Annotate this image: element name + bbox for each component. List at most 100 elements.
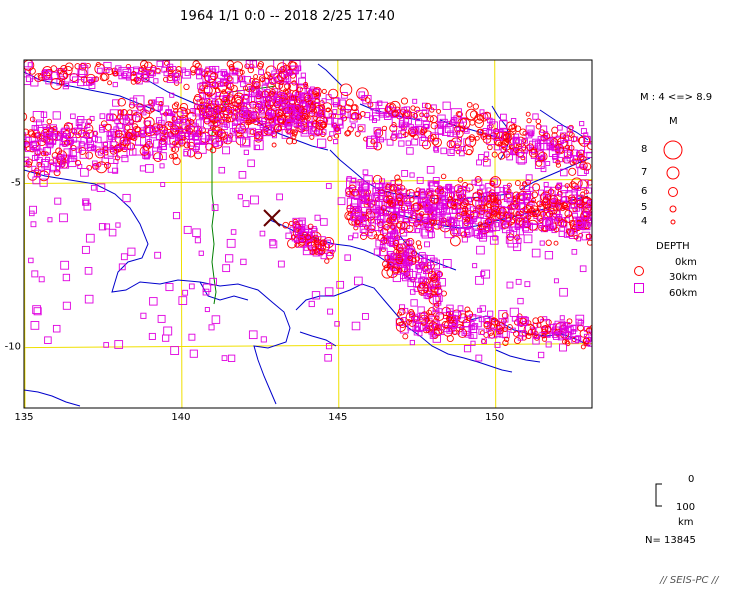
deep-event-mark — [120, 253, 128, 261]
deep-event-mark — [172, 212, 181, 220]
deep-event-mark — [545, 161, 551, 166]
deep-event-mark — [77, 163, 83, 169]
shallow-event-mark — [565, 144, 571, 150]
shallow-event-mark — [143, 61, 153, 71]
shallow-event-mark — [459, 117, 471, 130]
deep-event-mark — [260, 336, 267, 343]
deep-event-mark — [437, 120, 445, 128]
deep-event-mark — [197, 83, 204, 90]
shallow-event-mark — [419, 211, 425, 217]
deep-event-mark — [406, 248, 415, 258]
deep-event-mark — [463, 345, 472, 353]
deep-event-mark — [421, 257, 427, 263]
shallow-event-mark — [569, 181, 577, 189]
deep-event-mark — [241, 95, 250, 104]
deep-event-mark — [437, 114, 446, 123]
deep-event-mark — [524, 193, 531, 200]
deep-event-mark — [427, 226, 433, 232]
deep-event-mark — [183, 225, 192, 234]
square-icon — [634, 283, 644, 293]
deep-event-mark — [471, 179, 478, 186]
deep-event-mark — [165, 109, 172, 116]
deep-event-mark — [166, 135, 176, 145]
deep-event-mark — [144, 120, 152, 128]
shallow-event-mark — [140, 60, 149, 69]
deep-event-mark — [328, 243, 336, 252]
meridian-line — [494, 60, 497, 408]
deep-event-mark — [242, 200, 250, 208]
coastline-path — [359, 103, 421, 121]
shallow-event-mark — [153, 152, 163, 162]
deep-event-mark — [192, 228, 201, 237]
deep-event-mark — [583, 206, 590, 213]
deep-event-mark — [163, 326, 173, 336]
deep-event-mark — [228, 77, 234, 83]
deep-event-mark — [32, 176, 41, 185]
shallow-event-mark — [103, 145, 109, 151]
deep-event-mark — [515, 217, 526, 228]
shallow-event-mark — [430, 122, 438, 130]
deep-event-mark — [423, 220, 430, 227]
deep-event-mark — [458, 193, 467, 202]
deep-event-mark — [123, 71, 129, 77]
deep-event-mark — [208, 324, 215, 331]
deep-event-mark — [396, 253, 403, 260]
coastline-path — [295, 283, 513, 373]
deep-event-mark — [404, 222, 416, 233]
shallow-event-mark — [446, 199, 456, 209]
shallow-event-mark — [568, 219, 576, 227]
deep-event-mark — [412, 315, 420, 322]
shallow-event-mark — [424, 102, 432, 110]
deep-event-mark — [90, 184, 97, 191]
deep-event-mark — [240, 136, 251, 148]
deep-event-mark — [590, 330, 592, 336]
deep-event-mark — [574, 336, 582, 343]
deep-event-mark — [504, 221, 511, 228]
deep-event-mark — [513, 133, 520, 139]
deep-event-mark — [470, 206, 477, 214]
deep-event-mark — [259, 107, 265, 114]
shallow-event-mark — [411, 257, 417, 263]
shallow-event-mark — [325, 107, 331, 113]
deep-event-mark — [334, 321, 340, 327]
shallow-event-mark — [301, 112, 309, 120]
deep-event-mark — [474, 178, 483, 187]
deep-event-mark — [415, 264, 421, 270]
shallow-event-mark — [209, 124, 216, 131]
deep-event-mark — [415, 118, 423, 126]
deep-event-mark — [398, 120, 404, 126]
deep-event-mark — [333, 139, 339, 145]
deep-event-mark — [543, 186, 552, 195]
deep-event-mark — [30, 78, 39, 87]
shallow-event-mark — [441, 321, 449, 329]
shallow-event-mark — [459, 201, 468, 210]
shallow-event-mark — [139, 146, 150, 156]
deep-event-mark — [479, 109, 485, 115]
deep-event-mark — [502, 207, 510, 215]
deep-event-mark — [543, 181, 549, 187]
deep-event-mark — [398, 140, 405, 147]
deep-event-mark — [501, 223, 512, 234]
deep-event-mark — [515, 278, 522, 285]
deep-event-mark — [189, 123, 199, 133]
deep-event-mark — [424, 241, 430, 248]
shallow-event-mark — [398, 256, 404, 263]
deep-event-mark — [208, 109, 220, 121]
shallow-event-mark — [334, 126, 340, 132]
deep-event-mark — [392, 273, 401, 283]
deep-event-mark — [72, 76, 79, 83]
shallow-event-mark — [384, 254, 391, 261]
deep-event-mark — [218, 166, 226, 174]
deep-event-mark — [174, 75, 182, 84]
shallow-event-mark — [85, 129, 95, 139]
deep-event-mark — [442, 259, 452, 268]
shallow-event-mark — [303, 81, 309, 87]
deep-event-mark — [480, 271, 486, 277]
deep-event-mark — [82, 199, 89, 206]
deep-event-mark — [152, 101, 163, 111]
deep-event-mark — [295, 220, 303, 228]
deep-event-mark — [583, 168, 589, 174]
deep-event-mark — [576, 217, 583, 224]
shallow-event-mark — [513, 330, 520, 337]
credit-label: // SEIS-PC // — [660, 575, 719, 586]
